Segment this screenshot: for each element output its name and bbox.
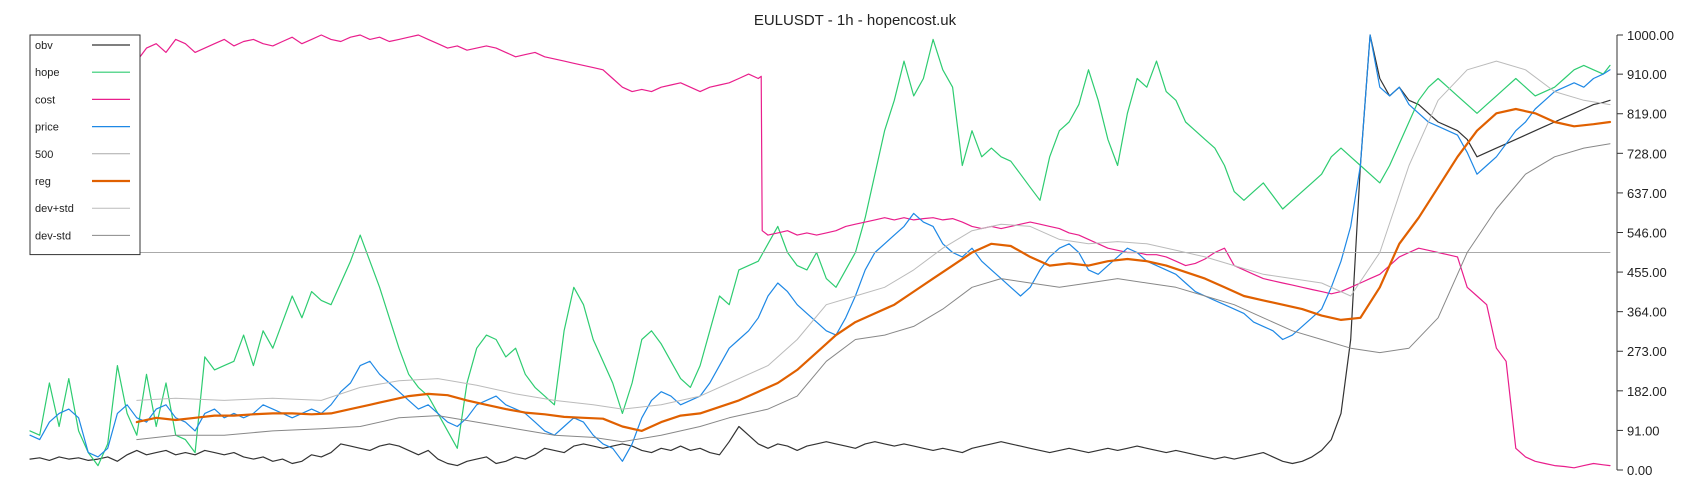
legend: obv hope cost price 500 reg dev+std dev-std [29,34,141,256]
plot-area [29,34,1612,469]
legend-label: price [35,122,59,134]
chart-title: EULUSDT - 1h - hopencost.uk [754,12,957,29]
y-tick-label: 637.00 [1627,186,1667,201]
legend-label: dev+std [35,203,74,215]
y-axis: 1000.00 910.00 819.00 728.00 637.00 546.00 455… [1616,28,1674,478]
y-tick-label: 1000.00 [1627,28,1674,43]
series-line-hope [29,38,1611,467]
legend-label: obv [35,40,53,52]
series-line-obv [29,34,1611,467]
y-tick-label: 273.00 [1627,344,1667,359]
y-tick-label: 728.00 [1627,146,1667,161]
y-tick-label: 455.00 [1627,265,1667,280]
series-line-dev-std [136,60,1611,410]
series-line-price [29,34,1611,462]
legend-label: hope [35,67,59,79]
y-tick-label: 546.00 [1627,225,1667,240]
series-line-reg [135,107,1612,432]
y-tick-label: 182.00 [1627,384,1667,399]
legend-label: dev-std [35,230,71,242]
y-tick-label: 910.00 [1627,67,1667,82]
legend-label: reg [35,176,51,188]
y-tick-label: 364.00 [1627,305,1667,320]
series-line-dev-std [136,143,1611,443]
y-tick-label: 91.00 [1627,423,1660,438]
y-tick-label: 0.00 [1627,463,1652,478]
series-line-cost [116,34,1611,469]
y-tick-label: 819.00 [1627,107,1667,122]
legend-label: cost [35,94,55,106]
legend-label: 500 [35,149,53,161]
